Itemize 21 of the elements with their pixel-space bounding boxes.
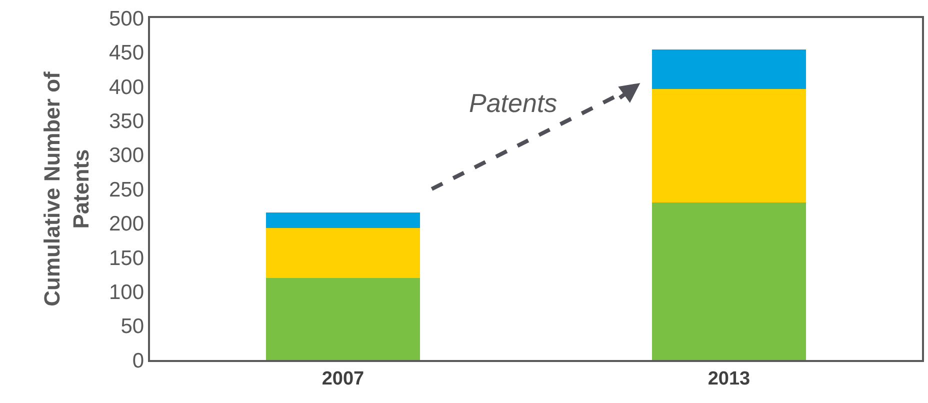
y-tick-label: 500 xyxy=(109,7,144,30)
y-tick-label: 250 xyxy=(109,178,144,202)
y-tick-label: 0 xyxy=(132,349,144,372)
bar xyxy=(652,89,806,203)
bar xyxy=(652,49,806,90)
bar xyxy=(266,228,420,278)
bar xyxy=(652,202,806,360)
y-tick-label: 100 xyxy=(109,280,144,304)
x-tick-label: 2013 xyxy=(708,368,750,390)
y-tick-label: 50 xyxy=(120,315,144,338)
x-tick-label: 2007 xyxy=(322,368,364,390)
y-tick-label: 450 xyxy=(109,42,144,65)
bar xyxy=(266,278,420,360)
bar xyxy=(266,212,420,228)
y-tick-label: 200 xyxy=(109,212,144,236)
y-tick-label: 300 xyxy=(109,144,144,168)
y-tick-label: 150 xyxy=(109,246,144,270)
y-tick-label: 400 xyxy=(109,76,144,99)
y-tick-label: 350 xyxy=(109,110,144,133)
y-axis-title: Cumulative Number of Patents xyxy=(40,70,94,306)
annotation: Patents xyxy=(469,88,558,118)
